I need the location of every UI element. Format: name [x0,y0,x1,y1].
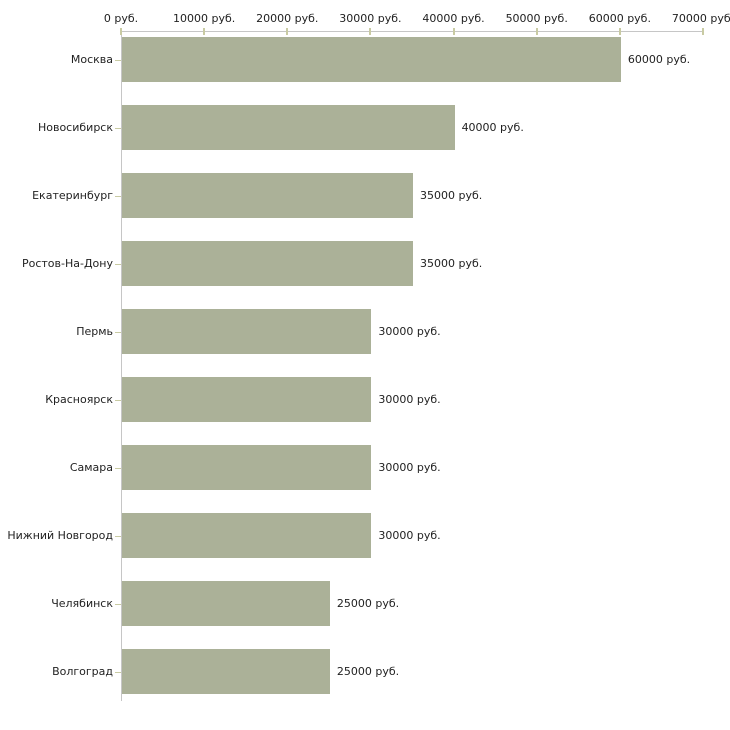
category-label: Москва [70,52,113,66]
category-tick [115,331,121,333]
x-axis-tick-label: 40000 руб. [422,12,485,25]
category-label: Пермь [76,324,113,338]
category-tick [115,535,121,537]
bar [122,309,372,354]
bar [122,513,372,558]
x-axis-tick-label: 60000 руб. [588,12,651,25]
category-tick [115,195,121,197]
category-tick [115,671,121,673]
x-axis-tick-label: 50000 руб. [505,12,568,25]
category-label: Нижний Новгород [7,528,113,542]
x-axis-tick [286,28,289,35]
x-axis-tick-label: 10000 руб. [173,12,236,25]
category-label: Екатеринбург [32,188,113,202]
bar-value-label: 25000 руб. [336,664,400,678]
x-axis-line [121,31,704,32]
x-axis-tick-label: 0 руб. [103,12,139,25]
category-label: Самара [69,460,113,474]
bar [122,173,413,218]
category-label: Волгоград [52,664,113,678]
category-tick [115,467,121,469]
bar [122,649,330,694]
category-tick [115,603,121,605]
x-axis-tick-label: 20000 руб. [256,12,319,25]
bar-value-label: 25000 руб. [336,596,400,610]
x-axis-tick-label: 30000 руб. [339,12,402,25]
y-axis-line [121,31,122,701]
category-label: Новосибирск [37,120,113,134]
bar [122,377,372,422]
bar-value-label: 30000 руб. [378,324,441,338]
bar [122,241,413,286]
x-axis-tick [203,28,206,35]
bar-value-label: 30000 руб. [378,460,441,474]
category-tick [115,399,121,401]
x-axis-tick [535,28,538,35]
category-tick [115,127,121,129]
x-axis-tick-label: 70000 руб. [671,12,730,25]
bar [122,37,621,82]
bar-value-label: 60000 руб. [627,52,691,66]
x-axis-tick [618,28,621,35]
bar-value-label: 30000 руб. [378,528,441,542]
x-axis-tick [702,28,704,35]
x-axis-tick [369,28,372,35]
bar-value-label: 30000 руб. [378,392,441,406]
bar [122,445,372,490]
category-tick [115,59,121,61]
bar [122,581,330,626]
bar [122,105,455,150]
x-axis-tick [120,28,122,35]
bar-value-label: 40000 руб. [461,120,524,134]
category-tick [115,263,121,265]
category-label: Красноярск [45,392,113,406]
x-axis-tick [452,28,455,35]
bar-value-label: 35000 руб. [420,188,483,202]
category-label: Ростов-На-Дону [21,256,113,270]
bar-value-label: 35000 руб. [420,256,483,270]
category-label: Челябинск [51,596,113,610]
